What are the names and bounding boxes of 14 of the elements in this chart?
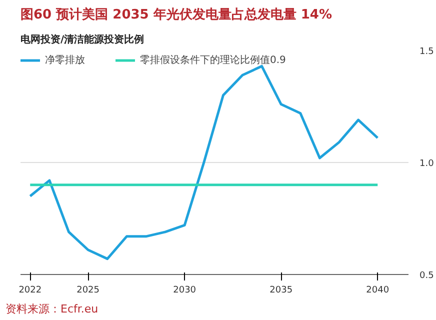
chart-subtitle: 电网投资/清洁能源投资比例 bbox=[20, 34, 144, 46]
x-tick-label: 2025 bbox=[76, 286, 100, 296]
legend-label: 零排假设条件下的理论比例值0.9 bbox=[140, 54, 286, 67]
legend-label: 净零排放 bbox=[45, 54, 85, 67]
y-tick-label: 0.5 bbox=[420, 271, 434, 281]
x-tick-label: 2022 bbox=[18, 286, 42, 296]
line-series bbox=[28, 64, 379, 260]
y-tick-label: 1.5 bbox=[420, 47, 434, 57]
x-tick-label: 2030 bbox=[173, 286, 196, 296]
text: 资料来源：Ecfr.eu bbox=[6, 302, 98, 316]
y-tick-label: 1.0 bbox=[420, 159, 434, 169]
chart-title: 图60 预计美国 2035 年光伏发电量占总发电量 14% bbox=[20, 6, 332, 22]
x-tick-label: 2035 bbox=[270, 286, 293, 296]
x-tick-label: 2040 bbox=[366, 286, 390, 296]
